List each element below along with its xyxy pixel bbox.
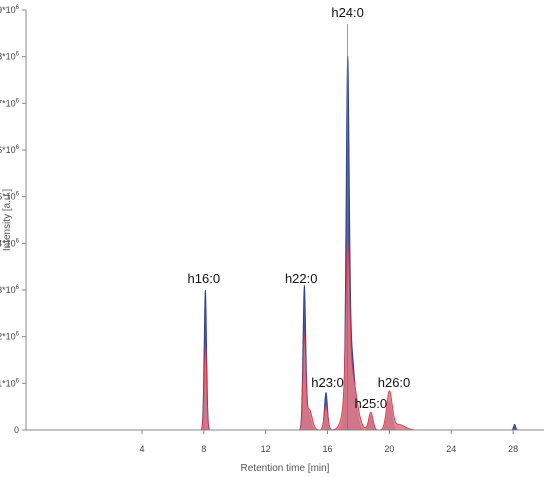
y-tick-label: 2*106 [0, 332, 20, 342]
peak-label: h23:0 [311, 375, 344, 390]
series-blue-trace [80, 55, 544, 431]
x-axis-title: Retention time [min] [241, 463, 330, 474]
x-tick-label: 20 [384, 444, 394, 454]
y-tick-label: 9*106 [0, 5, 20, 15]
annotation-layer: h16:0 h22:0 h24:0 h23:0 h25:0 h26:0 [188, 5, 411, 411]
peak-label: h25:0 [355, 396, 388, 411]
axis-layer [25, 10, 544, 431]
y-tick-label: 3*106 [0, 285, 20, 295]
y-tick-label: 5*106 [0, 192, 20, 202]
y-tick-label: 6*106 [0, 145, 20, 155]
peak-label: h26:0 [378, 375, 411, 390]
y-tick-label: 0 [14, 425, 19, 435]
tick-layer: 4 8 12 16 20 24 28 0 1*106 2*106 3*106 4*106 5*106 6*… [0, 5, 518, 454]
x-tick-label: 4 [139, 444, 144, 454]
y-tick-label: 8*106 [0, 52, 20, 62]
x-tick-label: 24 [446, 444, 456, 454]
x-tick-label: 28 [508, 444, 518, 454]
peak-label: h16:0 [188, 271, 221, 286]
y-tick-label: 1*106 [0, 378, 20, 388]
y-tick-label: 7*106 [0, 98, 20, 108]
y-axis-title: Intensity [a.u.] [2, 189, 13, 251]
peak-label: h22:0 [285, 271, 318, 286]
x-tick-label: 16 [323, 444, 333, 454]
series-layer [80, 24, 544, 431]
peak-label: h24:0 [331, 5, 364, 20]
x-tick-label: 12 [261, 444, 271, 454]
y-tick-label: 4*106 [0, 238, 20, 248]
x-tick-label: 8 [201, 444, 206, 454]
